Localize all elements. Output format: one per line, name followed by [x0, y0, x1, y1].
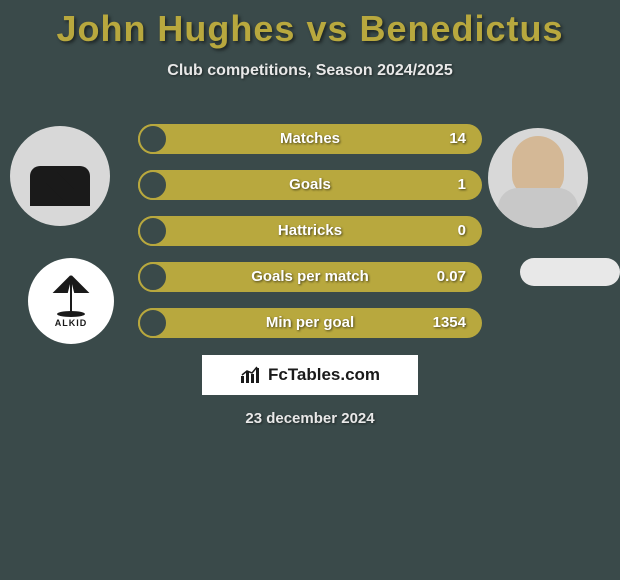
stat-value: 1	[458, 170, 466, 200]
stat-label: Min per goal	[138, 308, 482, 338]
chart-icon	[240, 366, 262, 384]
stat-value: 14	[449, 124, 466, 154]
team-left-crest-icon	[51, 274, 91, 318]
stat-label: Matches	[138, 124, 482, 154]
team-right-badge	[520, 258, 620, 286]
stat-value: 0.07	[437, 262, 466, 292]
team-left-badge-text: ALKID	[55, 318, 88, 328]
stat-value: 1354	[433, 308, 466, 338]
stat-row-hattricks: Hattricks 0	[138, 216, 482, 246]
stat-value: 0	[458, 216, 466, 246]
stat-row-matches: Matches 14	[138, 124, 482, 154]
stats-panel: Matches 14 Goals 1 Hattricks 0 Goals per…	[138, 124, 482, 354]
stat-label: Hattricks	[138, 216, 482, 246]
team-left-badge: ALKID	[28, 258, 114, 344]
player-right-avatar	[488, 128, 588, 228]
stat-row-goals: Goals 1	[138, 170, 482, 200]
stat-label: Goals	[138, 170, 482, 200]
stat-label: Goals per match	[138, 262, 482, 292]
branding-panel: FcTables.com	[202, 355, 418, 395]
branding-text: FcTables.com	[268, 365, 380, 385]
subtitle: Club competitions, Season 2024/2025	[0, 62, 620, 80]
stat-row-goals-per-match: Goals per match 0.07	[138, 262, 482, 292]
date-text: 23 december 2024	[0, 410, 620, 427]
player-left-avatar	[10, 126, 110, 226]
stat-row-min-per-goal: Min per goal 1354	[138, 308, 482, 338]
page-title: John Hughes vs Benedictus	[0, 0, 620, 50]
